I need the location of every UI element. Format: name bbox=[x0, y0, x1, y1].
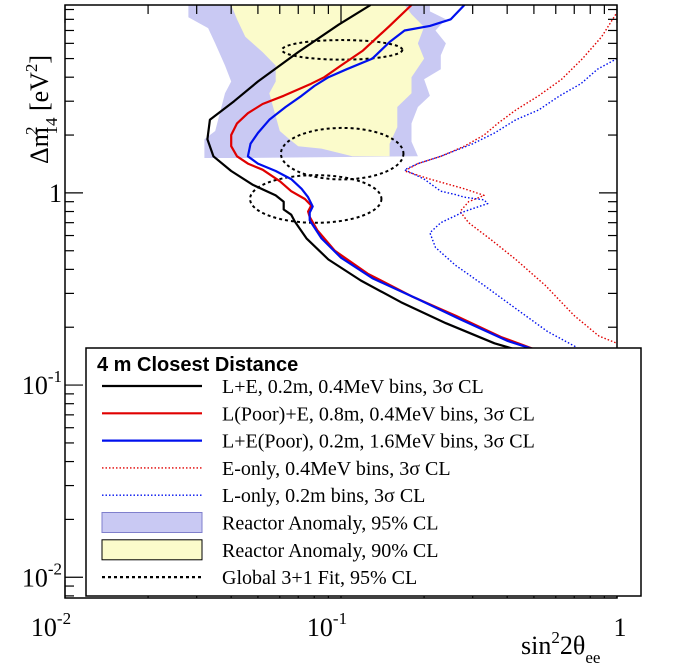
tick-labels: 10-2 10-1 1 10-2 10-1 1 bbox=[22, 179, 627, 642]
legend-label: Reactor Anomaly, 90% CL bbox=[222, 540, 438, 562]
y-tick-label: 10-2 bbox=[22, 559, 62, 592]
legend-label: E-only, 0.4MeV bins, 3σ CL bbox=[222, 458, 451, 480]
reactor-anomaly-90-region bbox=[231, 5, 425, 157]
x-tick-label: 10-1 bbox=[307, 609, 347, 642]
series-line-4 bbox=[403, 13, 617, 344]
legend-label: L+E(Poor), 0.2m, 1.6MeV bins, 3σ CL bbox=[222, 431, 535, 453]
y-tick-label: 1 bbox=[49, 179, 62, 208]
global-fit-contour bbox=[281, 39, 404, 61]
y-axis-title: Δm214 [eV2] bbox=[22, 55, 61, 164]
legend-symbol bbox=[101, 512, 203, 533]
y-tick-label: 10-1 bbox=[22, 367, 62, 400]
legend-label: L(Poor)+E, 0.8m, 0.4MeV bins, 3σ CL bbox=[222, 403, 535, 425]
legend: 4 m Closest Distance L+E, 0.2m, 0.4MeV b… bbox=[85, 347, 642, 597]
series-line-1 bbox=[206, 5, 575, 367]
legend-label: L-only, 0.2m bins, 3σ CL bbox=[222, 485, 425, 507]
plot-content bbox=[188, 5, 617, 367]
x-axis-title: sin22θee bbox=[521, 628, 600, 667]
plot-area bbox=[188, 5, 617, 367]
series-line-5 bbox=[403, 57, 617, 348]
x-tick-label: 10-2 bbox=[31, 609, 71, 642]
legend-label: L+E, 0.2m, 0.4MeV bins, 3σ CL bbox=[222, 376, 484, 398]
x-tick-label: 1 bbox=[614, 613, 627, 642]
legend-label: Reactor Anomaly, 95% CL bbox=[222, 513, 438, 535]
legend-label: Global 3+1 Fit, 95% CL bbox=[222, 567, 417, 589]
legend-items: L+E, 0.2m, 0.4MeV bins, 3σ CL L(Poor)+E, … bbox=[101, 376, 535, 589]
series-line-3 bbox=[246, 5, 585, 367]
legend-title: 4 m Closest Distance bbox=[97, 354, 298, 376]
legend-symbol bbox=[101, 539, 203, 561]
global-fit-contour bbox=[249, 174, 383, 224]
global-fit-contour bbox=[279, 126, 405, 181]
series-line-2 bbox=[230, 5, 578, 365]
